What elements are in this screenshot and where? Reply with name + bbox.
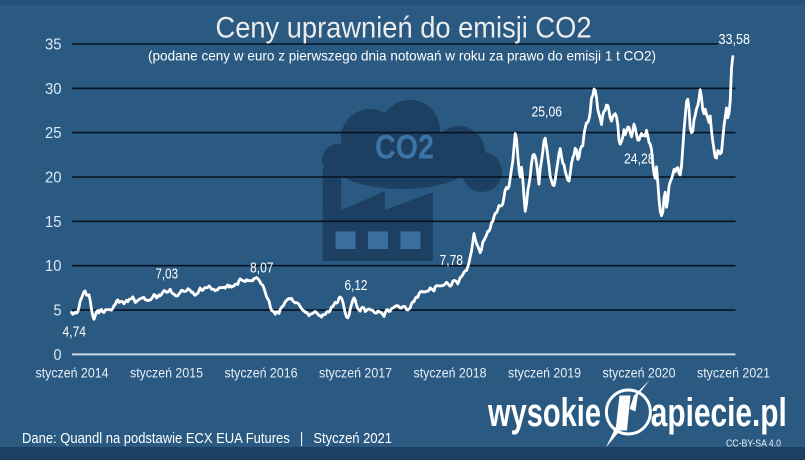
svg-text:35: 35: [45, 37, 62, 54]
svg-text:7,03: 7,03: [156, 267, 179, 283]
svg-text:20: 20: [45, 170, 62, 187]
svg-text:styczeń 2021: styczeń 2021: [697, 366, 770, 381]
svg-text:styczeń 2019: styczeń 2019: [508, 366, 581, 381]
svg-text:24,28: 24,28: [624, 152, 655, 168]
svg-text:6,12: 6,12: [345, 278, 368, 294]
svg-text:8,07: 8,07: [250, 261, 274, 277]
svg-text:styczeń 2018: styczeń 2018: [414, 366, 487, 381]
svg-text:styczeń 2020: styczeń 2020: [603, 366, 676, 381]
svg-text:CO2: CO2: [375, 129, 434, 167]
svg-text:styczeń 2017: styczeń 2017: [319, 366, 392, 381]
svg-text:25,06: 25,06: [532, 105, 563, 121]
svg-text:styczeń 2014: styczeń 2014: [36, 366, 109, 381]
svg-text:25: 25: [45, 125, 62, 142]
svg-text:Dane: Quandl na podstawie ECX: Dane: Quandl na podstawie ECX EUA Future…: [22, 430, 392, 447]
svg-text:5: 5: [54, 303, 62, 320]
svg-text:Ceny uprawnień do emisji CO2: Ceny uprawnień do emisji CO2: [216, 12, 592, 45]
svg-text:7,78: 7,78: [440, 253, 464, 269]
svg-text:styczeń 2016: styczeń 2016: [225, 366, 298, 381]
svg-text:CC-BY-SA 4.0: CC-BY-SA 4.0: [726, 438, 781, 450]
svg-text:wysokie: wysokie: [487, 391, 601, 435]
svg-text:15: 15: [45, 214, 62, 231]
svg-text:30: 30: [45, 81, 62, 98]
svg-text:33,58: 33,58: [719, 32, 751, 48]
svg-text:4,74: 4,74: [63, 325, 87, 341]
svg-text:10: 10: [45, 258, 62, 275]
svg-text:0: 0: [54, 347, 62, 364]
svg-text:apiecie.pl: apiecie.pl: [651, 391, 787, 435]
svg-text:styczeń 2015: styczeń 2015: [130, 366, 203, 381]
svg-text:(podane ceny w euro z pierwsze: (podane ceny w euro z pierwszego dnia no…: [148, 48, 656, 64]
